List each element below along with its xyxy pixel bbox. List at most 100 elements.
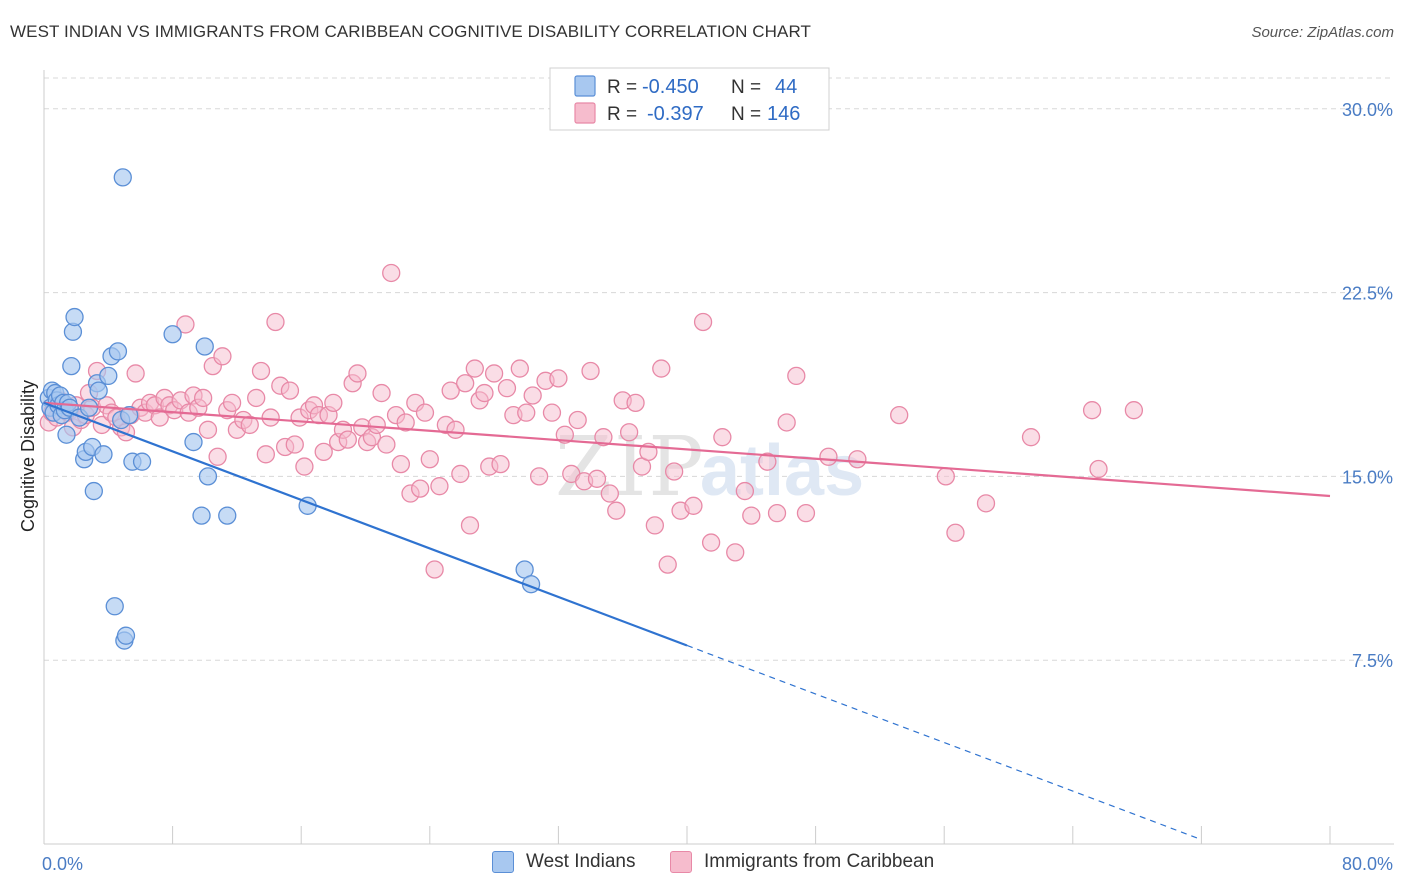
data-point-immigrants-from-caribbean (735, 481, 755, 501)
data-point-immigrants-from-caribbean (976, 494, 996, 513)
data-point-immigrants-from-caribbean (314, 442, 333, 462)
legend-r-value-2: -0.397 (647, 103, 704, 125)
data-point-immigrants-from-caribbean (451, 464, 470, 484)
data-point-immigrants-from-caribbean (247, 388, 266, 408)
legend-swatch-blue (574, 75, 596, 97)
data-point-immigrants-from-caribbean (222, 393, 242, 413)
data-point-west-indians (120, 405, 139, 425)
data-point-immigrants-from-caribbean (652, 359, 671, 378)
data-point-immigrants-from-caribbean (251, 361, 271, 381)
data-point-west-indians (184, 432, 203, 452)
data-point-immigrants-from-caribbean (848, 450, 867, 469)
data-point-immigrants-from-caribbean (475, 383, 494, 403)
data-point-immigrants-from-caribbean (713, 428, 732, 447)
data-point-immigrants-from-caribbean (411, 479, 430, 498)
data-point-immigrants-from-caribbean (626, 393, 645, 413)
data-point-immigrants-from-caribbean (600, 484, 619, 503)
legend-item-immigrants-from-caribbean: Immigrants from Caribbean (670, 851, 934, 873)
data-point-immigrants-from-caribbean (261, 408, 280, 427)
y-tick-label: 15.0% (1342, 467, 1393, 487)
chart-title: WEST INDIAN VS IMMIGRANTS FROM CARIBBEAN… (10, 22, 812, 41)
data-point-immigrants-from-caribbean (742, 506, 761, 525)
data-point-west-indians (192, 506, 211, 525)
legend-n-label-1: N = (731, 77, 761, 98)
data-point-west-indians (62, 356, 81, 376)
data-point-west-indians (113, 168, 132, 187)
legend-label-west-indians: West Indians (526, 851, 636, 872)
data-point-immigrants-from-caribbean (441, 381, 460, 400)
data-point-immigrants-from-caribbean (484, 364, 504, 383)
legend-label-immigrants-from-caribbean: Immigrants from Caribbean (704, 851, 935, 872)
data-point-west-indians (65, 307, 84, 327)
data-point-immigrants-from-caribbean (568, 410, 587, 430)
trend-line-west-indians-extension (686, 644, 1202, 841)
data-point-west-indians (218, 506, 237, 525)
data-point-immigrants-from-caribbean (126, 364, 145, 383)
data-point-immigrants-from-caribbean (946, 523, 965, 542)
data-point-west-indians (132, 452, 152, 471)
y-tick-label: 7.5% (1352, 651, 1393, 671)
bottom-legend: West Indians Immigrants from Caribbean (0, 851, 1406, 881)
legend-swatch-pink (574, 102, 596, 124)
data-point-immigrants-from-caribbean (208, 447, 227, 466)
data-point-immigrants-from-caribbean (372, 383, 391, 403)
data-point-immigrants-from-caribbean (377, 435, 396, 454)
data-point-immigrants-from-caribbean (460, 516, 480, 535)
data-point-immigrants-from-caribbean (497, 379, 517, 398)
data-point-west-indians (57, 425, 76, 444)
data-point-immigrants-from-caribbean (285, 435, 304, 454)
data-point-immigrants-from-caribbean (446, 420, 465, 439)
data-point-west-indians (89, 381, 108, 400)
data-point-immigrants-from-caribbean (607, 501, 626, 520)
data-point-west-indians (79, 398, 99, 417)
data-point-immigrants-from-caribbean (338, 430, 357, 449)
data-point-immigrants-from-caribbean (465, 359, 484, 378)
trend-line-west-indians (43, 401, 688, 647)
data-point-immigrants-from-caribbean (256, 445, 275, 464)
data-point-immigrants-from-caribbean (726, 543, 745, 562)
data-point-immigrants-from-caribbean (529, 467, 549, 486)
data-point-immigrants-from-caribbean (1089, 459, 1108, 479)
data-point-west-indians (105, 597, 124, 616)
data-point-immigrants-from-caribbean (549, 369, 568, 388)
data-point-immigrants-from-caribbean (213, 347, 232, 366)
chart-source: Source: ZipAtlas.com (1251, 24, 1394, 41)
data-point-immigrants-from-caribbean (1124, 401, 1144, 420)
data-point-immigrants-from-caribbean (542, 403, 562, 422)
data-point-immigrants-from-caribbean (396, 413, 415, 432)
data-point-immigrants-from-caribbean (348, 364, 367, 383)
data-point-immigrants-from-caribbean (391, 454, 411, 474)
data-point-immigrants-from-caribbean (693, 312, 713, 332)
legend-r-label-2: R = (607, 104, 637, 125)
legend-n-label-2: N = (731, 104, 761, 125)
data-point-west-indians (163, 325, 182, 344)
legend-r-label-1: R = (607, 77, 637, 98)
data-point-immigrants-from-caribbean (796, 503, 816, 523)
y-tick-label: 30.0% (1342, 100, 1393, 120)
data-point-immigrants-from-caribbean (491, 454, 510, 474)
legend-r-value-1: -0.450 (642, 76, 699, 98)
data-point-west-indians (116, 626, 136, 645)
data-point-immigrants-from-caribbean (523, 386, 542, 405)
data-point-immigrants-from-caribbean (415, 403, 435, 422)
data-point-immigrants-from-caribbean (367, 415, 386, 435)
x-tick-label-start: 0.0% (42, 854, 83, 874)
legend-n-value-2: 146 (767, 103, 800, 125)
data-point-immigrants-from-caribbean (295, 457, 314, 476)
data-point-immigrants-from-caribbean (658, 555, 677, 574)
legend-box: R = -0.450 N = 44 R = -0.397 N = 146 (549, 67, 830, 131)
trend-lines (43, 401, 1331, 841)
data-point-immigrants-from-caribbean (777, 413, 796, 432)
data-point-immigrants-from-caribbean (1082, 401, 1102, 420)
trend-line-immigrants-from-caribbean (43, 401, 1331, 498)
legend-item-west-indians: West Indians (492, 851, 635, 873)
data-point-immigrants-from-caribbean (456, 374, 475, 393)
y-axis-label: Cognitive Disability (18, 380, 38, 532)
data-point-west-indians (195, 337, 214, 356)
data-point-immigrants-from-caribbean (619, 423, 639, 442)
data-point-immigrants-from-caribbean (890, 405, 909, 425)
data-point-immigrants-from-caribbean (936, 467, 955, 486)
data-point-immigrants-from-caribbean (430, 477, 449, 496)
data-point-immigrants-from-caribbean (701, 533, 721, 552)
x-tick-label-end: 80.0% (1342, 854, 1393, 874)
